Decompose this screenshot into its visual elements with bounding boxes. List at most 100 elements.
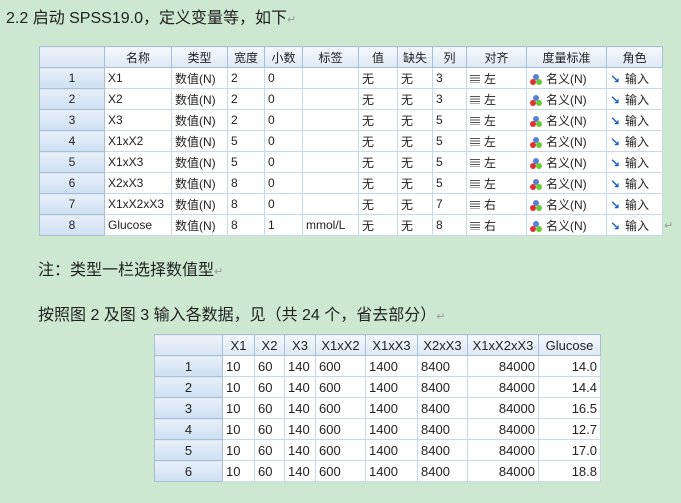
cell-label[interactable]: [302, 88, 359, 110]
cell-dec[interactable]: 1: [264, 214, 303, 236]
data-cell[interactable]: 10: [222, 397, 255, 419]
row-number[interactable]: 5: [39, 151, 105, 173]
cell-label[interactable]: [302, 151, 359, 173]
data-cell[interactable]: 1400: [365, 355, 418, 377]
cell-measure[interactable]: 名义(N): [526, 109, 607, 131]
column-header[interactable]: 缺失: [397, 46, 433, 68]
cell-cols[interactable]: 5: [432, 151, 467, 173]
cell-name[interactable]: X1: [104, 67, 172, 89]
row-number[interactable]: 4: [154, 418, 223, 440]
cell-values[interactable]: 无: [358, 88, 398, 110]
cell-label[interactable]: [302, 130, 359, 152]
column-header[interactable]: 类型: [171, 46, 228, 68]
cell-missing[interactable]: 无: [397, 214, 433, 236]
cell-values[interactable]: 无: [358, 193, 398, 215]
data-cell[interactable]: 60: [254, 397, 285, 419]
data-cell[interactable]: 600: [315, 460, 366, 482]
row-number[interactable]: 1: [39, 67, 105, 89]
cell-dec[interactable]: 0: [264, 109, 303, 131]
cell-width[interactable]: 5: [227, 151, 265, 173]
data-cell[interactable]: 600: [315, 418, 366, 440]
data-cell[interactable]: 8400: [417, 439, 468, 461]
data-cell[interactable]: 1400: [365, 439, 418, 461]
cell-align[interactable]: 左: [466, 172, 527, 194]
data-cell[interactable]: 84000: [467, 376, 539, 398]
cell-name[interactable]: X2xX3: [104, 172, 172, 194]
cell-values[interactable]: 无: [358, 130, 398, 152]
corner-cell[interactable]: [39, 46, 105, 68]
data-cell[interactable]: 14.4: [538, 376, 601, 398]
cell-type[interactable]: 数值(N): [171, 109, 228, 131]
data-cell[interactable]: 18.8: [538, 460, 601, 482]
cell-name[interactable]: Glucose: [104, 214, 172, 236]
cell-measure[interactable]: 名义(N): [526, 67, 607, 89]
data-cell[interactable]: 84000: [467, 355, 539, 377]
data-cell[interactable]: 140: [284, 376, 316, 398]
data-cell[interactable]: 84000: [467, 460, 539, 482]
cell-cols[interactable]: 8: [432, 214, 467, 236]
data-cell[interactable]: 600: [315, 355, 366, 377]
cell-missing[interactable]: 无: [397, 130, 433, 152]
data-cell[interactable]: 16.5: [538, 397, 601, 419]
data-cell[interactable]: 8400: [417, 355, 468, 377]
data-cell[interactable]: 10: [222, 355, 255, 377]
cell-name[interactable]: X1xX2: [104, 130, 172, 152]
data-cell[interactable]: 8400: [417, 460, 468, 482]
cell-name[interactable]: X1xX2xX3: [104, 193, 172, 215]
cell-type[interactable]: 数值(N): [171, 88, 228, 110]
cell-missing[interactable]: 无: [397, 67, 433, 89]
cell-missing[interactable]: 无: [397, 88, 433, 110]
data-cell[interactable]: 17.0: [538, 439, 601, 461]
column-header[interactable]: 小数: [264, 46, 303, 68]
cell-role[interactable]: ↘ 输入: [606, 67, 663, 89]
cell-align[interactable]: 左: [466, 109, 527, 131]
row-number[interactable]: 2: [39, 88, 105, 110]
column-header[interactable]: X1xX3: [365, 334, 418, 356]
column-header[interactable]: X1xX2xX3: [467, 334, 539, 356]
cell-dec[interactable]: 0: [264, 130, 303, 152]
row-number[interactable]: 1: [154, 355, 223, 377]
cell-role[interactable]: ↘ 输入: [606, 214, 663, 236]
row-number[interactable]: 6: [39, 172, 105, 194]
cell-measure[interactable]: 名义(N): [526, 193, 607, 215]
data-cell[interactable]: 1400: [365, 376, 418, 398]
cell-cols[interactable]: 3: [432, 67, 467, 89]
data-cell[interactable]: 600: [315, 439, 366, 461]
data-cell[interactable]: 60: [254, 460, 285, 482]
column-header[interactable]: X3: [284, 334, 316, 356]
cell-role[interactable]: ↘ 输入: [606, 109, 663, 131]
cell-missing[interactable]: 无: [397, 172, 433, 194]
cell-width[interactable]: 2: [227, 88, 265, 110]
cell-width[interactable]: 2: [227, 67, 265, 89]
column-header[interactable]: 角色: [606, 46, 663, 68]
data-cell[interactable]: 140: [284, 397, 316, 419]
data-cell[interactable]: 84000: [467, 418, 539, 440]
cell-label[interactable]: [302, 67, 359, 89]
cell-width[interactable]: 8: [227, 172, 265, 194]
data-cell[interactable]: 14.0: [538, 355, 601, 377]
data-cell[interactable]: 600: [315, 376, 366, 398]
data-cell[interactable]: 60: [254, 355, 285, 377]
data-cell[interactable]: 1400: [365, 418, 418, 440]
cell-name[interactable]: X2: [104, 88, 172, 110]
cell-name[interactable]: X1xX3: [104, 151, 172, 173]
cell-values[interactable]: 无: [358, 67, 398, 89]
data-cell[interactable]: 8400: [417, 397, 468, 419]
cell-width[interactable]: 5: [227, 130, 265, 152]
cell-width[interactable]: 8: [227, 214, 265, 236]
data-cell[interactable]: 60: [254, 376, 285, 398]
row-number[interactable]: 4: [39, 130, 105, 152]
cell-measure[interactable]: 名义(N): [526, 130, 607, 152]
cell-missing[interactable]: 无: [397, 193, 433, 215]
cell-measure[interactable]: 名义(N): [526, 214, 607, 236]
column-header[interactable]: X1xX2: [315, 334, 366, 356]
cell-dec[interactable]: 0: [264, 67, 303, 89]
data-cell[interactable]: 60: [254, 418, 285, 440]
data-cell[interactable]: 60: [254, 439, 285, 461]
row-number[interactable]: 7: [39, 193, 105, 215]
data-cell[interactable]: 12.7: [538, 418, 601, 440]
cell-label[interactable]: [302, 172, 359, 194]
data-cell[interactable]: 8400: [417, 418, 468, 440]
data-cell[interactable]: 140: [284, 460, 316, 482]
cell-values[interactable]: 无: [358, 214, 398, 236]
